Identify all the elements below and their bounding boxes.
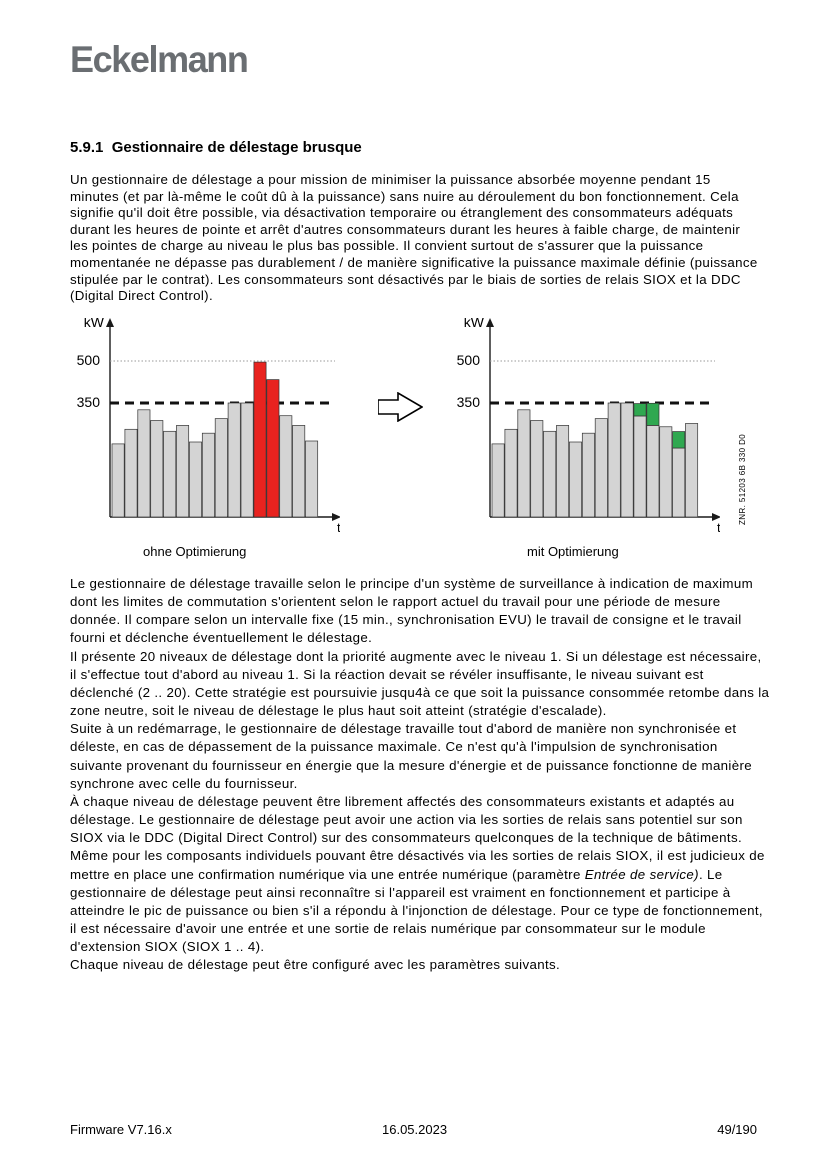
svg-text:kW: kW: [464, 318, 485, 330]
svg-text:t: t: [337, 520, 340, 535]
svg-text:kW: kW: [84, 318, 105, 330]
svg-text:500: 500: [457, 352, 481, 368]
svg-text:350: 350: [77, 394, 101, 410]
svg-text:t: t: [717, 520, 720, 535]
svg-text:500: 500: [77, 352, 101, 368]
svg-text:350: 350: [457, 394, 481, 410]
